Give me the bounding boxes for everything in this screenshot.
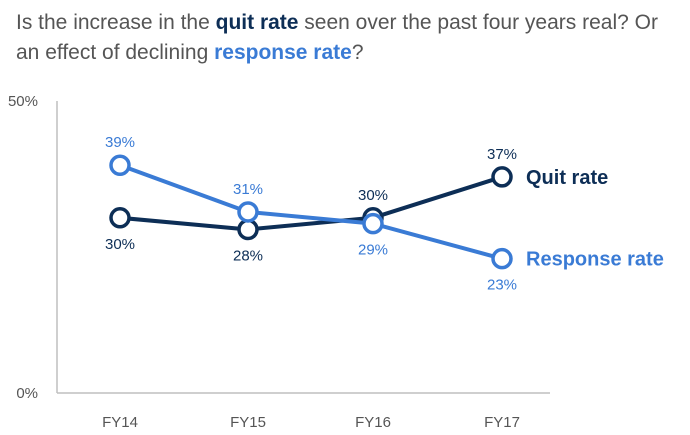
title-response-rate: response rate [214, 41, 352, 64]
title-part-3: ? [351, 41, 364, 64]
x-tick-label-fy15: FY15 [230, 414, 266, 431]
y-tick-label-max: 50% [8, 93, 38, 110]
response-rate-point [362, 212, 384, 235]
x-tick-label-fy17: FY17 [484, 414, 520, 431]
quit-rate-data-label: 30% [358, 187, 388, 204]
chart-title: Is the increase in the quit rate seen ov… [16, 8, 676, 68]
quit-rate-point [237, 218, 259, 241]
response-rate-point [491, 247, 513, 270]
title-part-2: seen over the past four years real? Or a… [16, 11, 658, 64]
response-rate-point [237, 201, 259, 223]
quit-rate-data-label: 28% [233, 247, 263, 264]
response-rate-data-label: 39% [105, 134, 135, 151]
quit-rate-point [109, 207, 131, 229]
response-rate-point [109, 154, 131, 176]
x-tick-label-fy14: FY14 [102, 414, 138, 431]
response-rate-data-label: 23% [487, 277, 517, 294]
response-rate-legend-label: Response rate [526, 249, 664, 271]
y-tick-label-min: 0% [16, 385, 38, 402]
x-tick-label-fy16: FY16 [355, 414, 391, 431]
response-rate-data-label: 29% [358, 242, 388, 259]
quit-rate-legend-label: Quit rate [526, 167, 608, 189]
quit-rate-data-label: 37% [487, 146, 517, 163]
title-quit-rate: quit rate [215, 11, 299, 34]
response-rate-data-label: 31% [233, 181, 263, 198]
quit-rate-point [491, 166, 513, 188]
title-part-1: Is the increase in the [16, 11, 216, 34]
quit-rate-data-label: 30% [105, 236, 135, 253]
response-rate-line [119, 163, 503, 261]
quit-rate-line [119, 175, 503, 232]
